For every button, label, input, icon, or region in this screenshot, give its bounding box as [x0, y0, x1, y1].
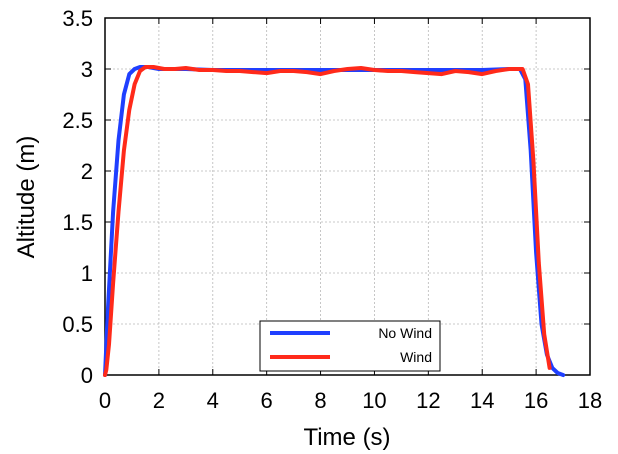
- y-tick-label: 0.5: [62, 312, 93, 337]
- legend: No Wind Wind: [259, 320, 441, 372]
- series-line-wind: [103, 65, 552, 377]
- x-tick-label: 2: [153, 388, 165, 413]
- x-tick-label: 0: [99, 388, 111, 413]
- y-tick-label: 3: [81, 57, 93, 82]
- x-tick-label: 12: [416, 388, 440, 413]
- y-tick-label: 2.5: [62, 108, 93, 133]
- x-tick-label: 18: [578, 388, 602, 413]
- y-tick-label: 1: [81, 261, 93, 286]
- x-tick-label: 10: [362, 388, 386, 413]
- y-tick-label: 3.5: [62, 6, 93, 31]
- x-tick-labels: 0 2 4 6 8 10 12 14 16 18: [99, 388, 602, 413]
- y-tick-label: 2: [81, 159, 93, 184]
- x-tick-label: 8: [314, 388, 326, 413]
- x-tick-label: 16: [524, 388, 548, 413]
- y-tick-label: 0: [81, 363, 93, 388]
- grid-lines: [105, 18, 590, 375]
- legend-box: [259, 320, 441, 372]
- plot-frame: [104, 17, 591, 376]
- plot-area: [105, 18, 590, 375]
- series-lines: [103, 65, 566, 377]
- y-axis-label: Altitude (m): [13, 136, 40, 259]
- y-tick-label: 1.5: [62, 210, 93, 235]
- x-tick-label: 14: [470, 388, 494, 413]
- legend-label: Wind: [400, 349, 432, 365]
- y-tick-labels: 0 0.5 1 1.5 2 2.5 3 3.5: [62, 6, 93, 388]
- x-tick-label: 6: [261, 388, 273, 413]
- x-tick-label: 4: [207, 388, 219, 413]
- x-axis-label: Time (s): [303, 424, 390, 451]
- legend-label: No Wind: [378, 325, 432, 341]
